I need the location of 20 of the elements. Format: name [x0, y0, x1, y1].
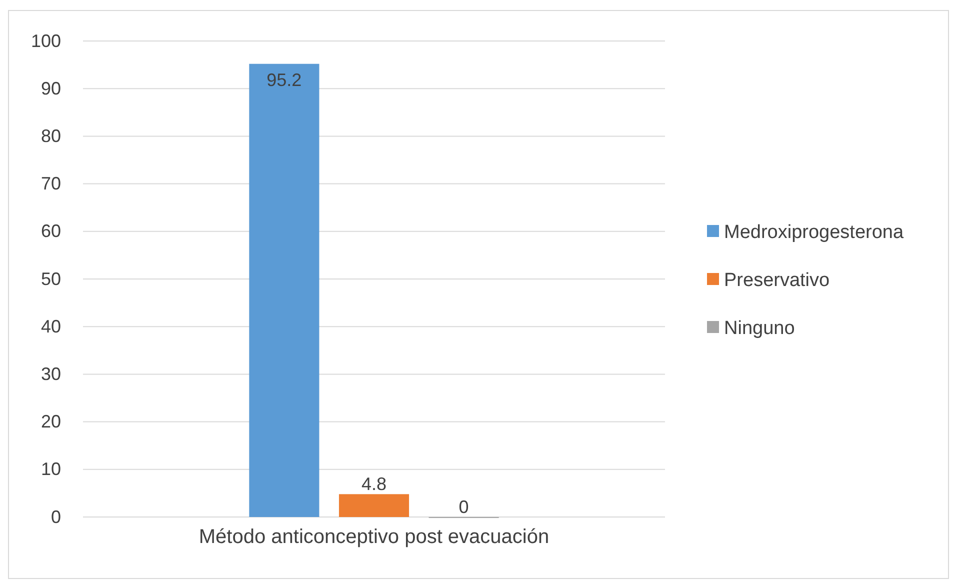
y-tick-label: 50: [40, 268, 61, 289]
y-tick-label: 80: [40, 126, 61, 146]
x-tick-label: Método anticonceptivo post evacuación: [198, 526, 550, 548]
data-label: 0: [458, 497, 469, 517]
data-label: 95.2: [266, 70, 302, 90]
bar: [338, 494, 410, 517]
bar: [249, 64, 320, 517]
y-tick-label: 90: [40, 78, 61, 98]
y-tick-label: 10: [40, 459, 61, 480]
legend-label: Ninguno: [724, 318, 795, 339]
legend-label: Preservativo: [724, 270, 830, 291]
y-tick-label: 20: [40, 412, 61, 432]
y-tick-label: 40: [40, 316, 61, 336]
y-tick-label: 70: [40, 174, 61, 194]
y-tick-label: 30: [40, 364, 61, 384]
data-label: 4.8: [361, 474, 387, 494]
y-tick-label: 60: [40, 221, 61, 242]
legend-label: Medroxiprogesterona: [724, 222, 904, 243]
y-tick-label: 100: [30, 30, 61, 51]
y-tick-label: 0: [50, 506, 61, 527]
